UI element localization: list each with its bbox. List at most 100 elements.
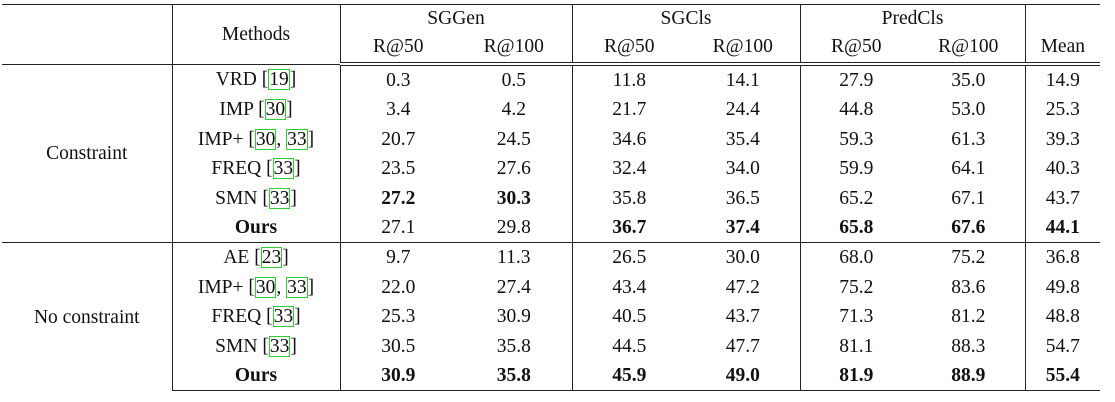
method-name: IMP [219, 99, 254, 121]
data-row: SMN [33] 27.2 30.3 35.8 36.5 65.2 67.1 43.7 [2, 183, 1101, 214]
value-cell: 34.0 [725, 158, 760, 180]
value-cell: 32.4 [571, 154, 687, 184]
value-cell: 59.9 [799, 154, 913, 184]
metric-header: R@100 [912, 32, 1026, 66]
value-cell: 47.2 [725, 276, 760, 298]
group-header: PredCls [799, 4, 1026, 32]
value-cell: 88.9 [912, 361, 1026, 392]
value-cell: 44.8 [799, 95, 913, 125]
value-cell: 81.2 [951, 306, 986, 328]
value-cell: 25.3 [1024, 95, 1101, 125]
method-cell: Ours [171, 213, 340, 243]
value-cell: 11.8 [571, 63, 687, 96]
value-cell: 34.6 [571, 124, 687, 155]
value-cell: 30.9 [339, 361, 456, 392]
method-cell: VRD [19] [171, 63, 340, 96]
data-row: FREQ [33] 25.3 30.9 40.5 43.7 71.3 81.2 48.8 [2, 302, 1101, 332]
value-cell: 53.0 [951, 99, 986, 121]
citation: [23] [254, 247, 289, 269]
value-cell: 75.2 [912, 242, 1026, 273]
citation: [33] [262, 335, 297, 357]
blank-cell [1024, 4, 1101, 32]
value-cell: 54.7 [1024, 331, 1101, 362]
value-cell: 27.4 [496, 276, 531, 298]
value-cell: 36.8 [1024, 242, 1101, 273]
header-cell: Methods [171, 4, 340, 64]
method-cell: IMP [30] [171, 95, 340, 125]
value-cell: 27.9 [799, 63, 913, 96]
value-cell: 27.2 [339, 183, 456, 214]
value-cell: 14.1 [686, 63, 801, 96]
method-cell: Ours [171, 361, 340, 392]
value-cell: 11.3 [456, 242, 573, 273]
value-cell: 65.2 [799, 183, 913, 214]
value-cell: 49.0 [686, 361, 801, 392]
value-cell: 0.5 [456, 63, 573, 96]
value-cell: 26.5 [571, 242, 687, 273]
value-cell: 36.7 [571, 213, 687, 243]
citation: [33] [266, 306, 301, 328]
metric-header: R@50 [799, 32, 913, 66]
value-cell: 35.8 [456, 361, 573, 392]
method-cell: SMN [33] [171, 183, 340, 214]
value-cell: 45.9 [571, 361, 687, 392]
value-cell: 44.1 [1024, 213, 1101, 243]
metric-header: Mean [1024, 32, 1101, 66]
value-cell: 24.4 [725, 99, 760, 121]
value-cell: 21.7 [571, 95, 687, 125]
value-cell: 30.3 [496, 187, 531, 209]
value-cell: 48.8 [1024, 302, 1101, 332]
value-cell: 40.5 [571, 302, 687, 332]
header-row: Methods SGGen SGCls PredCls [2, 4, 1101, 64]
value-cell: 30.9 [496, 306, 531, 328]
citation: [30, 33] [248, 128, 315, 150]
value-cell: 35.0 [912, 63, 1026, 96]
value-cell: 35.8 [571, 183, 687, 214]
value-cell: 27.1 [339, 213, 456, 243]
value-cell: 24.5 [496, 128, 531, 150]
value-cell: 4.2 [501, 99, 526, 121]
value-cell: 61.3 [951, 128, 986, 150]
value-cell: 0.3 [339, 63, 456, 96]
value-cell: 30.5 [339, 331, 456, 362]
method-name: SMN [215, 187, 258, 209]
citation: [30] [258, 99, 293, 121]
metric-header: R@50 [571, 32, 687, 66]
group-header: SGCls [571, 4, 801, 32]
method-cell: FREQ [33] [171, 302, 340, 332]
value-cell: 3.4 [339, 95, 456, 125]
method-name: Ours [234, 217, 278, 239]
citation: [30, 33] [248, 276, 315, 298]
data-row: IMP [30] 3.4 4.2 21.7 24.4 44.8 53.0 25.3 [2, 95, 1101, 125]
method-name: IMP+ [197, 276, 244, 298]
header-row: R@50 R@100 R@50 R@100 R@50 R@100 Mean [2, 32, 1101, 66]
metric-header: R@50 [339, 32, 456, 66]
method-name: Ours [234, 365, 278, 387]
value-cell: 65.8 [799, 213, 913, 243]
value-cell: 36.5 [725, 187, 760, 209]
value-cell: 83.6 [951, 276, 986, 298]
method-cell: FREQ [33] [171, 154, 340, 184]
citation: [33] [266, 158, 301, 180]
citation: [33] [262, 187, 297, 209]
group-header: SGGen [339, 4, 573, 32]
table-body: Methods SGGen SGCls PredCls R@50 R@100 R@50 R@1… [2, 4, 1101, 392]
citation: [19] [261, 69, 297, 91]
data-row: Ours 27.1 29.8 36.7 37.4 65.8 67.6 44.1 [2, 213, 1101, 243]
value-cell: 49.8 [1024, 272, 1101, 303]
value-cell: 44.5 [571, 331, 687, 362]
value-cell: 43.7 [725, 306, 760, 328]
value-cell: 35.8 [496, 335, 531, 357]
value-cell: 29.8 [496, 217, 531, 239]
value-cell: 68.0 [799, 242, 913, 273]
value-cell: 67.1 [951, 187, 986, 209]
value-cell: 30.0 [686, 242, 801, 273]
group-label: No constraint [2, 242, 172, 391]
value-cell: 59.3 [799, 124, 913, 155]
data-row: FREQ [33] 23.5 27.6 32.4 34.0 59.9 64.1 40.3 [2, 154, 1101, 184]
value-cell: 35.4 [725, 128, 760, 150]
value-cell: 43.7 [1024, 183, 1101, 214]
method-name: AE [223, 247, 250, 269]
method-cell: IMP+ [30, 33] [171, 124, 340, 155]
